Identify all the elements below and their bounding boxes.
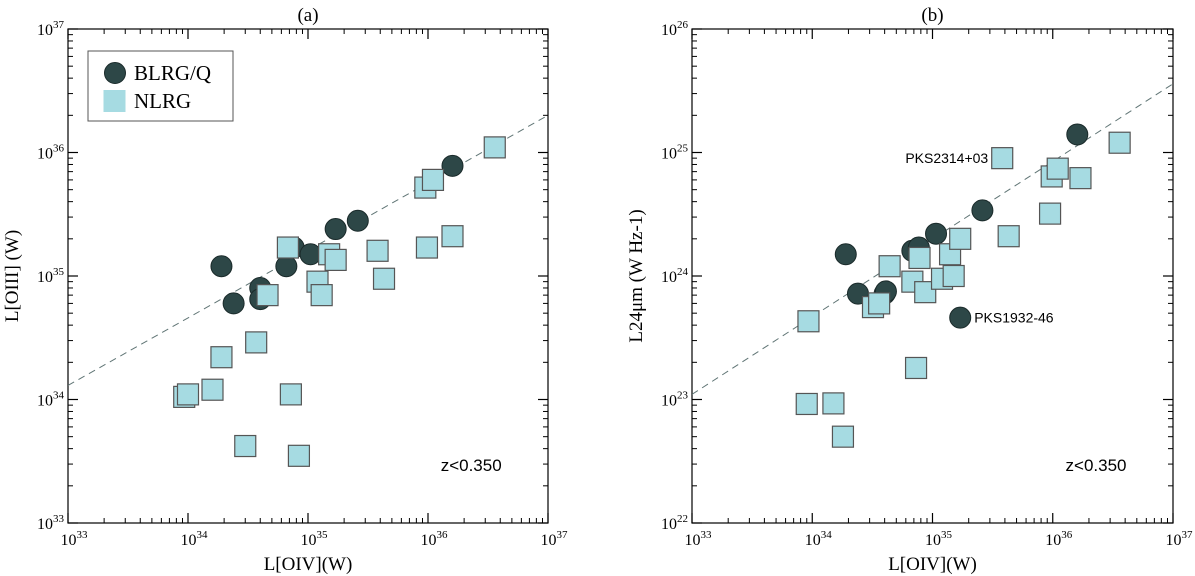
x-axis-label: L[OIV](W) [888, 554, 977, 575]
nlrg-point [324, 248, 347, 272]
source-label: PKS1932-46 [974, 310, 1054, 326]
nlrg-point [822, 392, 845, 415]
nlrg-point [276, 236, 300, 259]
nlrg-point [279, 383, 302, 406]
y-axis-label: L[OIII] (W) [2, 230, 23, 322]
y-tick-label: 1034 [37, 390, 65, 410]
nlrg-point [831, 425, 855, 448]
y-axis-label: L24μm (W Hz-1) [626, 209, 647, 342]
nlrg-point [908, 246, 931, 270]
nlrg-point [868, 292, 891, 315]
nlrg-point [415, 236, 439, 259]
x-tick-label: 1036 [421, 529, 449, 549]
nlrg-point [310, 284, 333, 307]
legend-label: BLRG/Q [134, 61, 211, 85]
blrg-point [971, 199, 994, 222]
nlrg-point [201, 378, 224, 401]
x-tick-label: 1033 [61, 529, 89, 549]
blrg-point [441, 154, 464, 177]
nlrg-point [176, 383, 200, 406]
x-tick-label: 1033 [685, 529, 713, 549]
nlrg-point [210, 346, 233, 369]
legend-label: NLRG [134, 89, 191, 113]
plot-area [692, 83, 1173, 448]
x-tick-label: 1034 [181, 529, 209, 549]
nlrg-point [366, 239, 389, 262]
chart-panel-a: 1033 1034 1035 1036 1037 1033 1034 1035 1036 1037… [2, 5, 568, 575]
blrg-point [1066, 123, 1089, 146]
nlrg-point [483, 136, 506, 159]
y-tick-label: 1033 [37, 513, 65, 533]
nlrg-point [997, 225, 1020, 248]
x-tick-label: 1035 [301, 529, 329, 549]
nlrg-point [914, 281, 937, 304]
nlrg-point [287, 444, 311, 467]
x-axis-label: L[OIV](W) [264, 554, 353, 575]
nlrg-point [904, 356, 928, 380]
nlrg-point [245, 331, 268, 354]
blrg-point [210, 255, 233, 278]
z-annotation: z<0.350 [441, 456, 502, 475]
x-tick-label: 1035 [925, 529, 953, 549]
nlrg-point [441, 225, 464, 248]
nlrg-point [991, 147, 1014, 170]
blrg-point [925, 222, 948, 245]
blrg-point [324, 218, 347, 241]
blrg-point [949, 306, 972, 329]
source-label: PKS2314+03 [905, 150, 988, 166]
panel-title: (a) [297, 5, 318, 26]
blrg-point [222, 292, 245, 315]
chart-panel-b: 1033 1034 1035 1036 1037 1022 1023 1024 1025 1026… [626, 5, 1193, 575]
nlrg-point [878, 255, 901, 278]
x-tick-label: 1037 [541, 529, 569, 549]
plot-area [68, 114, 548, 467]
nlrg-point [942, 264, 965, 288]
nlrg-point [1038, 202, 1062, 225]
x-tick-label: 1034 [805, 529, 833, 549]
nlrg-point [1069, 167, 1092, 190]
nlrg-point [949, 227, 972, 250]
nlrg-point [256, 284, 279, 307]
nlrg-point [372, 267, 396, 290]
x-tick-label: 1037 [1166, 529, 1194, 549]
y-tick-label: 1023 [661, 390, 689, 410]
legend-marker-blrg [104, 62, 126, 84]
y-tick-label: 1024 [661, 266, 689, 286]
nlrg-point [1046, 157, 1069, 180]
y-tick-label: 1026 [661, 19, 689, 39]
nlrg-point [1108, 131, 1131, 154]
y-tick-label: 1022 [661, 513, 688, 533]
legend-marker-nlrg [103, 90, 126, 112]
y-tick-label: 1035 [37, 266, 65, 286]
blrg-point [299, 243, 322, 266]
nlrg-point [795, 392, 818, 416]
panel-title: (b) [921, 5, 943, 26]
nlrg-point [421, 168, 445, 191]
nlrg-point [234, 434, 257, 458]
legend: BLRG/Q NLRG [87, 50, 234, 122]
nlrg-point [797, 310, 820, 333]
fit-line [68, 114, 548, 386]
blrg-point [275, 255, 298, 278]
y-tick-label: 1037 [37, 19, 65, 39]
z-annotation: z<0.350 [1066, 456, 1127, 475]
y-tick-label: 1036 [37, 143, 65, 163]
x-tick-label: 1036 [1045, 529, 1073, 549]
blrg-point [346, 209, 369, 232]
blrg-point [834, 243, 857, 266]
y-tick-label: 1025 [661, 143, 689, 163]
